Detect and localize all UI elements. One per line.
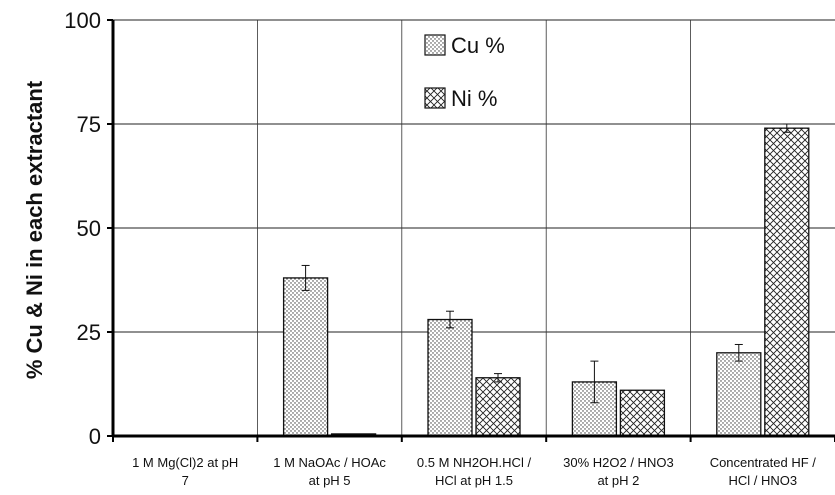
x-tick-label: at pH 2 [597, 473, 639, 488]
bar-ni [764, 127, 810, 437]
error-bar [494, 373, 502, 383]
legend-label: Cu % [451, 33, 505, 58]
bar-ni [475, 377, 521, 437]
error-bar [301, 264, 310, 291]
bar-ni [619, 389, 666, 437]
y-tick-label: 25 [77, 320, 101, 345]
x-tick-label: HCl / HNO3 [728, 473, 797, 488]
legend-label: Ni % [451, 86, 497, 111]
bar-cu [282, 277, 329, 437]
y-tick-label: 50 [77, 216, 101, 241]
x-tick-label: Concentrated HF / [710, 455, 817, 470]
x-tick-label: 1 M Mg(Cl)2 at pH [132, 455, 238, 470]
legend-swatch [424, 34, 446, 56]
x-tick-label: 7 [182, 473, 189, 488]
legend: Cu % Ni % [424, 33, 505, 111]
x-tick-label: 1 M NaOAc / HOAc [273, 455, 386, 470]
y-tick-label: 0 [89, 424, 101, 449]
error-bar [734, 343, 743, 362]
y-tick-label: 100 [64, 8, 101, 33]
x-tick-label: 30% H2O2 / HNO3 [563, 455, 674, 470]
legend-swatch [424, 87, 446, 109]
bar-cu [716, 352, 762, 437]
y-axis-label: % Cu & Ni in each extractant [22, 80, 47, 379]
bar-cu [427, 318, 473, 437]
x-tick-label: 0.5 M NH2OH.HCl / [417, 455, 532, 470]
error-bar [782, 123, 791, 133]
y-tick-label: 75 [77, 112, 101, 137]
x-tick-label: at pH 5 [309, 473, 351, 488]
error-bar [446, 310, 454, 329]
x-tick-label: HCl at pH 1.5 [435, 473, 513, 488]
error-bar [590, 360, 599, 404]
